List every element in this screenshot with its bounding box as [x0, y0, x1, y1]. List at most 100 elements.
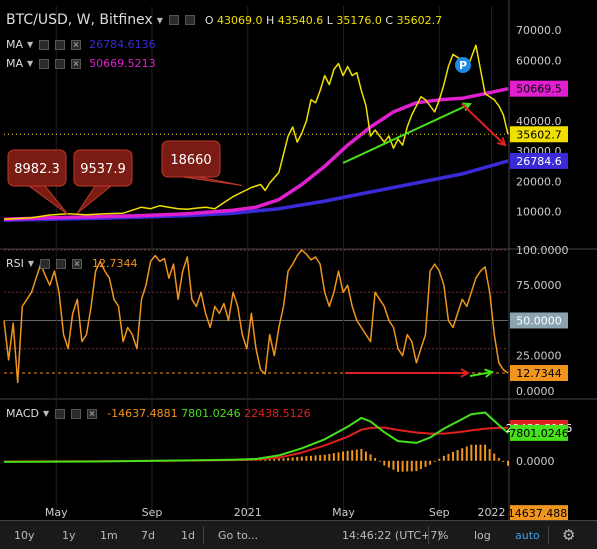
badge-background — [510, 312, 568, 329]
callout-text: 9537.9 — [80, 162, 126, 177]
rsi-tick-label: 0.0000 — [516, 385, 555, 398]
settings-gear-icon[interactable]: ⚙ — [562, 526, 576, 544]
goto-button[interactable]: Go to... — [218, 529, 259, 542]
ohlc-key: L — [323, 13, 337, 27]
range-1m-button[interactable]: 1m — [100, 529, 118, 542]
ohlc-value: 43069.0 — [217, 13, 263, 27]
callout-pointer — [182, 176, 243, 186]
price-tick-label: 20000.0 — [516, 175, 562, 188]
ohlc-key: O — [204, 13, 218, 27]
macd-line — [3, 411, 509, 463]
close-icon[interactable] — [71, 58, 82, 69]
ma2-line — [3, 86, 509, 222]
badge-background — [510, 152, 568, 169]
arrow-shaft — [469, 371, 493, 377]
price-tick-label: 40000.0 — [516, 115, 562, 128]
symbol-legend[interactable]: BTC/USD, W, Bitfinex ▼ O 43069.0 H 43540… — [6, 12, 442, 28]
log-scale-button[interactable]: log — [474, 529, 491, 542]
price-line — [3, 44, 509, 221]
ohlc-key: H — [262, 13, 278, 27]
ma1-legend[interactable]: MA ▼ 26784.6136 — [6, 38, 156, 51]
macd-legend[interactable]: MACD ▼ -14637.4881 7801.0246 22438.5126 — [6, 407, 311, 420]
chart-canvas[interactable]: 70000.060000.050000.040000.030000.020000… — [0, 0, 597, 520]
time-tick-label: 2021 — [234, 506, 262, 519]
rsi-price-badge: 12.7344 — [510, 365, 568, 382]
price-callout: 18660 — [161, 140, 243, 186]
chevron-down-icon[interactable]: ▼ — [42, 409, 50, 418]
close-price-badge: 35602.7 — [510, 126, 568, 143]
toolbar-divider — [548, 526, 549, 544]
symbol-title[interactable]: BTC/USD, W, Bitfinex — [6, 12, 153, 28]
p-marker-circle — [455, 57, 471, 73]
ma1-price-badge: 26784.6 — [510, 152, 568, 169]
macd-value: 22438.5126 — [244, 407, 311, 420]
eye-icon[interactable] — [39, 58, 50, 69]
badge-background — [510, 424, 568, 441]
settings-icon[interactable] — [56, 258, 67, 269]
badge-text: 12.7344 — [516, 367, 562, 380]
callout-box — [7, 149, 67, 187]
rsi_mid-price-badge: 50.0000 — [510, 312, 568, 329]
auto-scale-button[interactable]: auto — [515, 529, 540, 542]
range-1y-button[interactable]: 1y — [62, 529, 76, 542]
arrow-head — [460, 368, 471, 378]
close-icon[interactable] — [72, 258, 83, 269]
macd-label: MACD — [6, 407, 39, 420]
callout-pointer — [27, 185, 69, 216]
p-marker-text: P — [459, 59, 467, 72]
ma1-label: MA — [6, 38, 24, 51]
settings-icon[interactable] — [55, 39, 66, 50]
eye-icon[interactable] — [55, 408, 66, 419]
range-10y-button[interactable]: 10y — [14, 529, 35, 542]
macd-value: 7801.0246 — [181, 407, 245, 420]
ma2-legend[interactable]: MA ▼ 50669.5213 — [6, 57, 156, 70]
chevron-down-icon[interactable]: ▼ — [156, 15, 163, 25]
price-tick-label: 10000.0 — [516, 206, 562, 219]
rsi-value: 12.7344 — [92, 257, 138, 270]
rsi-legend[interactable]: RSI ▼ 12.7344 — [6, 257, 138, 270]
macd-signal-line — [3, 426, 508, 463]
time-tick-label: Sep — [429, 506, 450, 519]
bottom-toolbar: 10y 1y 1m 7d 1d Go to... 14:46:22 (UTC+7… — [0, 520, 597, 549]
badge-background — [510, 126, 568, 143]
price-tick-label: 70000.0 — [516, 24, 562, 37]
callout-box — [73, 149, 133, 187]
ma2-label: MA — [6, 57, 24, 70]
rsi-label: RSI — [6, 257, 24, 270]
chevron-down-icon[interactable]: ▼ — [27, 40, 34, 49]
ma2-value: 50669.5213 — [89, 57, 156, 70]
badge-text: 50.0000 — [516, 314, 562, 327]
rsi-tick-label: 100.0000 — [516, 244, 569, 257]
ohlc-value: 35602.7 — [396, 13, 443, 27]
badge-background — [510, 505, 568, 520]
chevron-down-icon[interactable]: ▼ — [27, 259, 35, 268]
price-tick-label: 60000.0 — [516, 54, 562, 67]
range-7d-button[interactable]: 7d — [141, 529, 155, 542]
arrow-head — [484, 368, 495, 378]
toolbar-divider — [428, 526, 429, 544]
settings-icon[interactable] — [55, 58, 66, 69]
arrow-shaft — [342, 103, 471, 164]
settings-icon[interactable] — [71, 408, 82, 419]
chevron-down-icon[interactable]: ▼ — [27, 59, 34, 68]
close-icon[interactable] — [71, 39, 82, 50]
eye-icon[interactable] — [40, 258, 51, 269]
rsi-tick-label: 75.0000 — [516, 279, 562, 292]
time-tick-label: May — [45, 506, 68, 519]
badge-background — [510, 365, 568, 382]
rsi-arrow-red — [345, 368, 471, 378]
rsi-line — [3, 249, 509, 384]
settings-icon[interactable] — [184, 15, 195, 25]
eye-icon[interactable] — [168, 15, 179, 25]
ohlc-values: O 43069.0 H 43540.6 L 35176.0 C 35602.7 — [205, 14, 442, 27]
clock-readout: 14:46:22 (UTC+7) — [342, 529, 442, 542]
eye-icon[interactable] — [39, 39, 50, 50]
time-tick-label: May — [332, 506, 355, 519]
callout-text: 18660 — [170, 153, 211, 168]
ohlc-value: 43540.6 — [277, 13, 324, 27]
p-marker: P — [455, 57, 471, 73]
percent-scale-button[interactable]: % — [438, 529, 449, 542]
time-tick-label: 2022 — [478, 506, 506, 519]
close-icon[interactable] — [87, 408, 98, 419]
range-1d-button[interactable]: 1d — [181, 529, 195, 542]
